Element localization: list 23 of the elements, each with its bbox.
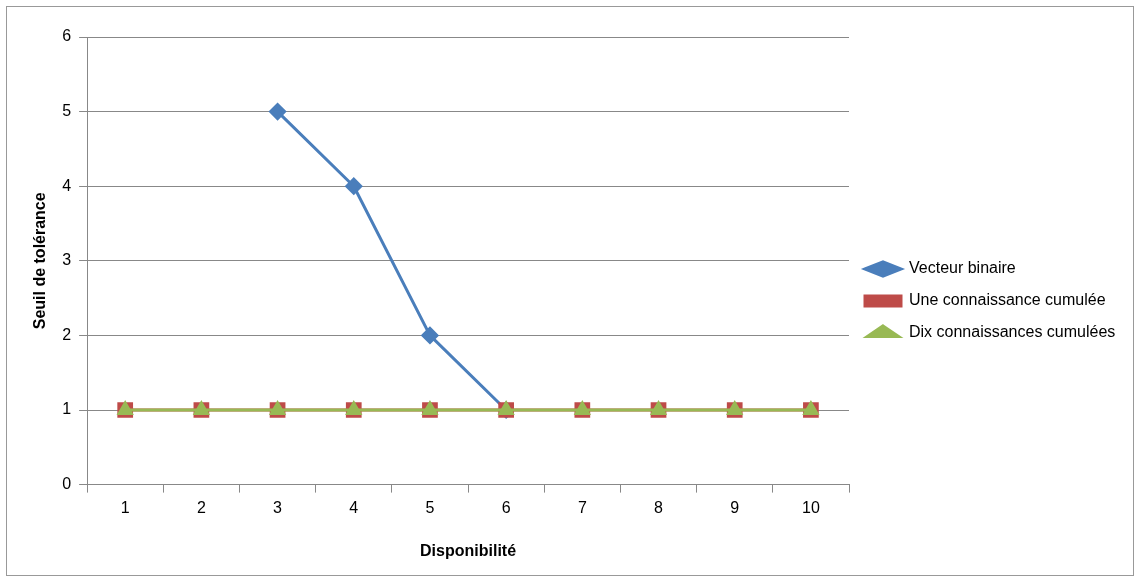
chart-frame: Disponibilité Seuil de tolérance Vecteur binaire Une connaissance cumulée Dix connaissances cumulées 1 2 3 4 5 6 7 8 9 10 0 1 2 3 4 5 6: [6, 6, 1134, 576]
y-tick-label: 0: [62, 475, 72, 493]
legend-label: Vecteur binaire: [909, 259, 1016, 277]
x-tick-label: 1: [120, 498, 130, 516]
y-tick-label: 6: [62, 27, 72, 45]
y-axis-title: Seuil de tolérance: [31, 192, 49, 330]
x-tick-label: 7: [577, 498, 587, 516]
legend-label: Une connaissance cumulée: [909, 291, 1106, 309]
y-tick-label: 1: [62, 400, 72, 418]
y-tick-label: 5: [62, 102, 72, 120]
x-tick-label: 6: [501, 498, 511, 516]
x-tick-label: 8: [654, 498, 664, 516]
x-tick-label: 9: [730, 498, 740, 516]
y-tick-label: 4: [62, 176, 72, 194]
y-tick-label: 3: [62, 251, 72, 269]
x-tick-label: 10: [802, 498, 820, 516]
x-axis-title: Disponibilité: [420, 541, 517, 559]
legend-label: Dix connaissances cumulées: [909, 323, 1116, 341]
x-tick-label: 2: [196, 498, 206, 516]
y-tick-label: 2: [62, 325, 72, 343]
x-tick-label: 5: [425, 498, 435, 516]
x-tick-label: 4: [349, 498, 359, 516]
x-tick-label: 3: [273, 498, 283, 516]
